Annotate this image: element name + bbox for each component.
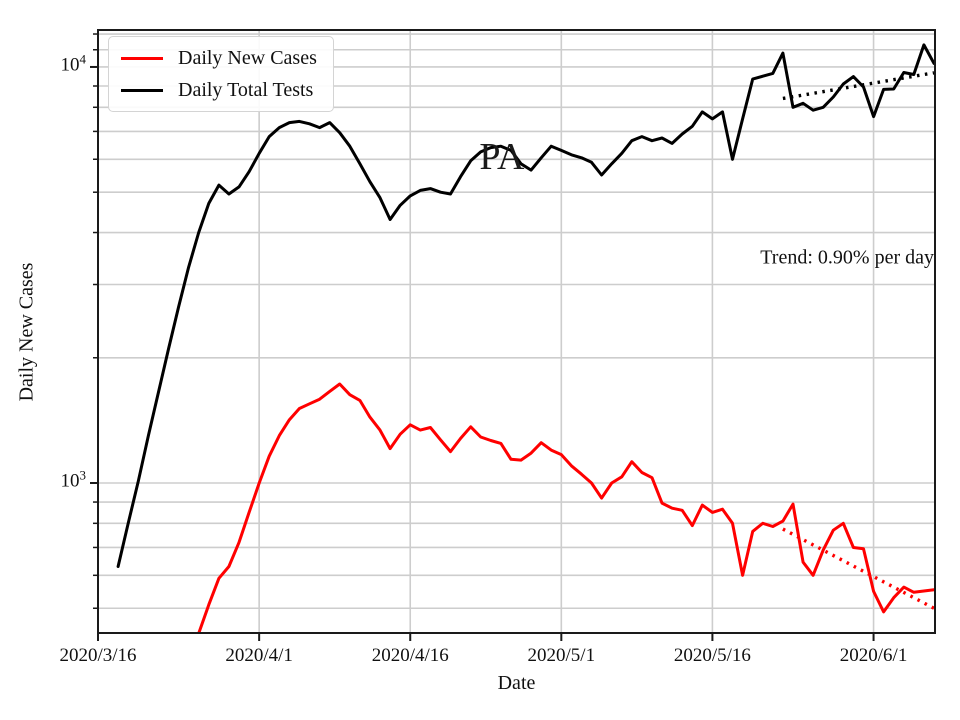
y-tick-label: 104 xyxy=(60,51,87,76)
y-tick-label: 103 xyxy=(60,467,87,492)
series-line-daily-total-tests xyxy=(116,43,935,568)
legend-label: Daily New Cases xyxy=(178,47,317,69)
x-tick-label: 2020/3/16 xyxy=(59,645,137,666)
x-axis-label: Date xyxy=(497,672,536,694)
trend-annotation: Trend: 0.90% per day xyxy=(760,246,934,269)
legend-label: Daily Total Tests xyxy=(178,79,314,101)
legend-swatch-black-line xyxy=(121,88,163,92)
x-tick-label: 2020/4/16 xyxy=(371,645,449,666)
trend-line-daily-new-cases xyxy=(782,527,935,610)
x-tick-label: 2020/5/1 xyxy=(527,645,596,666)
x-tick-label: 2020/4/1 xyxy=(225,645,293,666)
series-line-daily-new-cases xyxy=(197,382,935,633)
legend-swatch-red-line xyxy=(121,56,163,60)
y-axis-label: Daily New Cases xyxy=(15,262,38,401)
legend-item-daily-new-cases: Daily New Cases xyxy=(121,47,317,69)
legend: Daily New Cases Daily Total Tests xyxy=(108,36,334,112)
state-annotation: PA xyxy=(479,136,525,179)
trend-line-daily-total-tests xyxy=(782,71,935,101)
x-tick-label: 2020/6/1 xyxy=(839,645,908,666)
x-tick-label: 2020/5/16 xyxy=(673,645,751,666)
legend-item-daily-total-tests: Daily Total Tests xyxy=(121,79,317,101)
plot-spines xyxy=(97,29,936,634)
